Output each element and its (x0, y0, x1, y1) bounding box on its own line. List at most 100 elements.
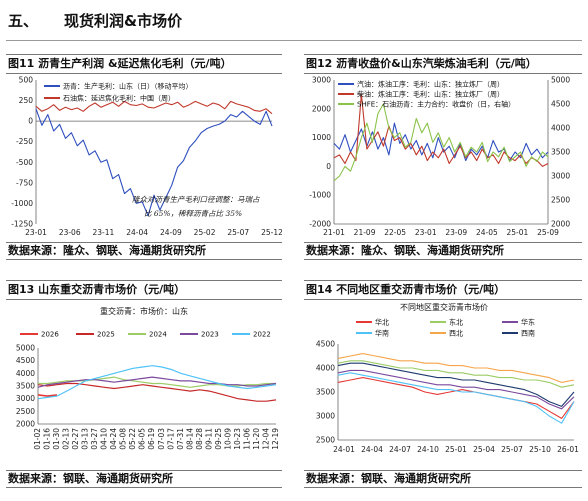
chart-title: 图13 山东重交沥青市场价（元/吨） (6, 280, 282, 300)
y2-tick-label: 4000 (551, 124, 570, 133)
x-tick-label: 24-07 (389, 445, 411, 454)
x-tick-label: 08-14 (185, 428, 194, 450)
x-tick-label: 05-08 (119, 428, 128, 450)
x-tick-label: 23-01 (415, 228, 437, 237)
x-tick-label: 21-01 (323, 228, 345, 237)
x-tick-label: 23-06 (59, 228, 81, 237)
x-tick-label: 08-28 (195, 428, 204, 450)
legend-entry: SHFE：石油沥青：主力合约：收盘价（日，右轴） (357, 100, 515, 109)
legend-entry: 汽油：炼油工序：毛利：山东：独立炼厂（周） (357, 80, 504, 89)
y-tick-label: 3000 (16, 394, 35, 403)
series-line (333, 122, 549, 162)
y-tick-label: -1000 (11, 199, 33, 208)
y-tick-label: 5000 (16, 344, 35, 353)
y-tick-label: 4500 (16, 356, 35, 365)
legend-entry: 西南 (521, 329, 535, 338)
x-tick-label: 24-10 (417, 445, 439, 454)
y2-tick-label: 4500 (551, 100, 570, 109)
chart-panel-12: 图12 沥青收盘价&山东汽柴炼油毛利（元/吨） 3000 2000 1000 0 -10… (304, 54, 582, 260)
x-tick-label: 25-12 (261, 228, 282, 237)
y-tick-label: -500 (16, 158, 33, 167)
x-tick-label: 22-05 (384, 228, 406, 237)
series-line (35, 108, 273, 217)
y-tick-label: 4000 (16, 369, 35, 378)
section-divider (6, 40, 582, 41)
y-tick-label: -1000 (309, 191, 331, 200)
x-tick-label: 02-13 (62, 428, 71, 450)
y-tick-label: 0 (28, 117, 33, 126)
chart-panel-11: 图11 沥青生产利润 &延迟焦化毛利（元/吨） 500 250 0 -250 -500 -… (6, 54, 282, 260)
x-tick-label: 09-25 (214, 428, 223, 450)
chart-source: 数据来源：隆众、钢联、海通期货研究所 (6, 242, 282, 260)
legend-entry: 华东 (521, 318, 535, 327)
x-tick-label: 25-04 (473, 445, 495, 454)
x-tick-label: 11-20 (252, 428, 261, 450)
x-tick-label: 26-01 (557, 445, 579, 454)
chart-subtitle: 不同地区重交沥青市场价 (400, 302, 488, 312)
series-line (37, 382, 277, 402)
x-tick-label: 01-30 (52, 428, 61, 450)
chart-plot: 重交沥青：市场价：山东 2026 2025 2024 2023 2022 5000 4500 4… (16, 306, 280, 450)
x-tick-label: 02-27 (71, 428, 80, 450)
y-tick-label: 2500 (316, 436, 335, 445)
y-tick-label: -250 (16, 137, 33, 146)
x-tick-label: 24-04 (361, 445, 383, 454)
y-tick-label: 0 (326, 162, 331, 171)
y-tick-label: 3000 (316, 412, 335, 421)
y-tick-label: 500 (19, 76, 34, 85)
series-line (337, 353, 575, 383)
x-tick-label: 10-23 (233, 428, 242, 450)
legend-entry: 石油焦：延迟焦化毛利：中国（周） (63, 94, 175, 103)
section-title: 五、 现货利润&市场价 (8, 10, 182, 31)
legend-entry: 东北 (449, 318, 463, 327)
section-heading: 现货利润&市场价 (64, 12, 183, 30)
x-tick-label: 25-01 (445, 445, 467, 454)
legend-entry: 2022 (253, 331, 271, 339)
y2-tick-label: 2500 (551, 196, 570, 205)
x-tick-label: 04-24 (109, 428, 118, 450)
y-tick-label: 2000 (16, 420, 35, 429)
x-tick-label: 11-06 (242, 428, 251, 450)
legend-entry: 柴油：炼油工序：毛利：山东：独立炼厂（周） (357, 90, 504, 99)
legend-entry: 2024 (149, 331, 167, 339)
chart-subtitle: 重交沥青：市场价：山东 (100, 306, 188, 316)
series-line (337, 360, 575, 388)
y-tick-label: 2500 (16, 407, 35, 416)
x-tick-label: 01-16 (43, 428, 52, 450)
series-line (337, 372, 575, 424)
series-line (38, 376, 276, 388)
legend-entry: 2026 (41, 331, 59, 339)
x-tick-label: 05-22 (128, 428, 137, 450)
x-tick-label: 09-11 (204, 428, 213, 450)
y2-tick-label: 2000 (551, 220, 570, 229)
y-tick-label: -750 (16, 178, 33, 187)
x-tick-label: 01-02 (33, 428, 42, 450)
y-tick-label: 250 (19, 96, 34, 105)
series-line (333, 103, 549, 182)
legend-entry: 2023 (201, 331, 219, 339)
y-tick-label: 3000 (312, 76, 331, 85)
legend-entry: 沥青：生产毛利：山东（日）（移动平均） (63, 82, 193, 91)
x-tick-label: 25-10 (529, 445, 551, 454)
y-tick-label: 3500 (316, 388, 335, 397)
y-tick-label: 4000 (316, 364, 335, 373)
x-tick-label: 23-11 (93, 228, 115, 237)
series-line (337, 362, 575, 407)
x-tick-label: 12-19 (271, 428, 280, 450)
series-line (37, 376, 277, 388)
x-tick-label: 07-03 (157, 428, 166, 450)
series-line (37, 394, 58, 397)
chart-title: 图12 沥青收盘价&山东汽柴炼油毛利（元/吨） (304, 54, 582, 74)
y-tick-label: 1000 (312, 133, 331, 142)
y-tick-label: -1250 (11, 220, 33, 229)
chart-source: 数据来源：隆众、钢联、海通期货研究所 (304, 242, 582, 260)
chart-title: 图14 不同地区重交沥青市场价（元/吨） (304, 280, 582, 300)
series-line (37, 365, 277, 400)
x-tick-label: 23-01 (25, 228, 47, 237)
x-tick-label: 25-01 (507, 228, 529, 237)
section-number: 五、 (8, 12, 39, 30)
legend-entry: 华北 (375, 318, 389, 327)
legend-entry: 西北 (449, 330, 463, 338)
chart-source: 数据来源：钢联、海通期货研究所 (304, 470, 582, 488)
